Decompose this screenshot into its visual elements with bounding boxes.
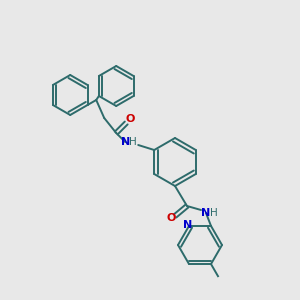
Text: H: H	[129, 137, 137, 147]
Text: N: N	[121, 137, 130, 147]
Text: N: N	[201, 208, 211, 218]
Text: N: N	[183, 220, 193, 230]
Text: O: O	[166, 213, 176, 223]
Text: H: H	[210, 208, 218, 218]
Text: O: O	[125, 114, 135, 124]
